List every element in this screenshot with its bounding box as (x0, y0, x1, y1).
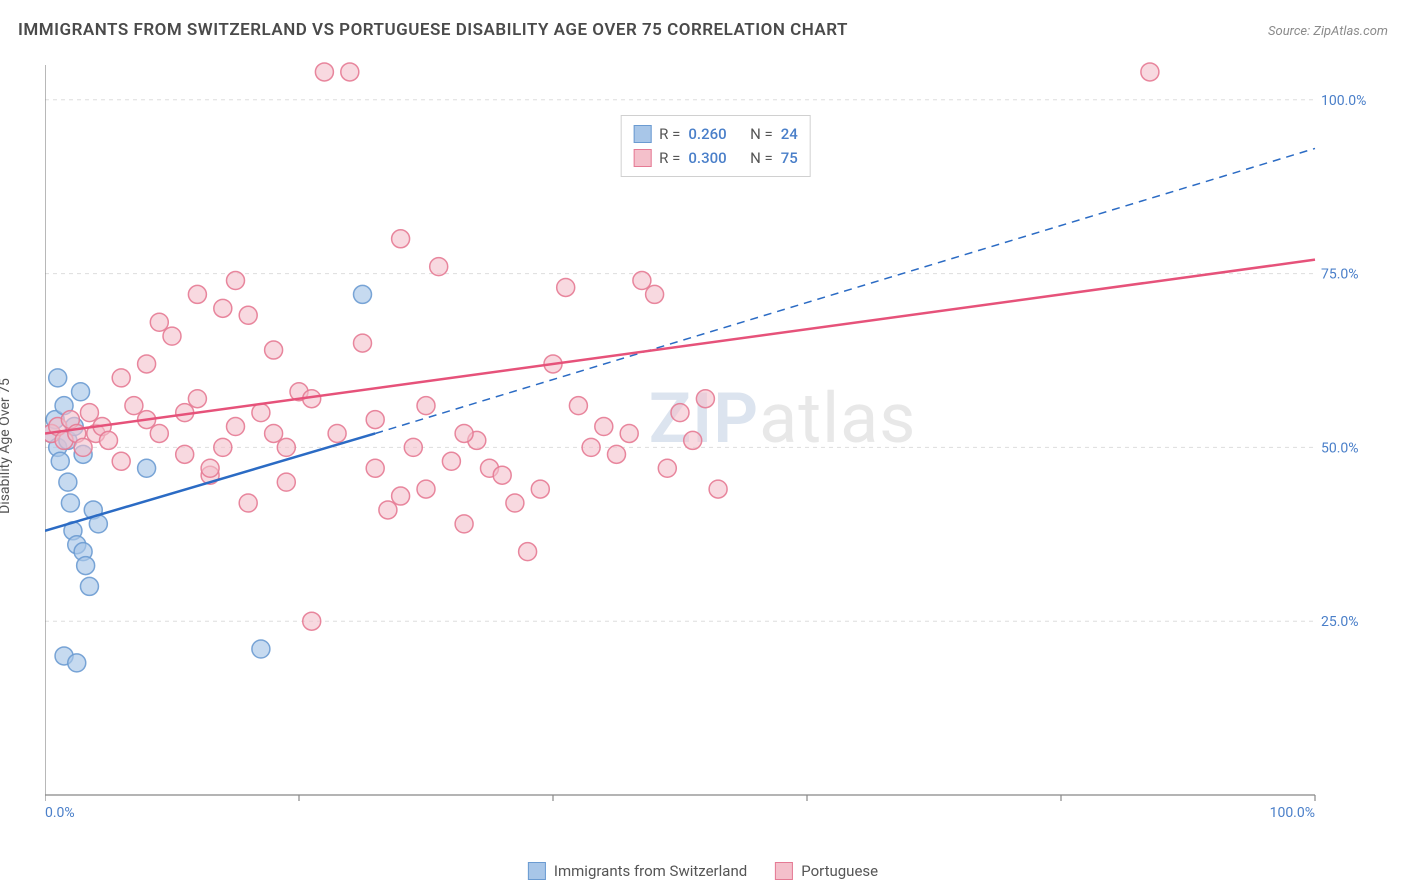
legend-swatch-portuguese-bottom (775, 862, 793, 880)
n-value-switzerland: 24 (781, 122, 798, 146)
r-label: R = (659, 122, 680, 146)
n-label: N = (750, 122, 773, 146)
chart-container: ZIPatlas 25.0%50.0%75.0%100.0%0.0%100.0%… (45, 55, 1386, 847)
legend-label-switzerland: Immigrants from Switzerland (554, 862, 747, 880)
legend-item-portuguese: Portuguese (775, 862, 878, 880)
r-value-portuguese: 0.300 (688, 146, 726, 170)
legend-swatch-portuguese (633, 149, 651, 167)
chart-source: Source: ZipAtlas.com (1268, 24, 1388, 39)
svg-text:25.0%: 25.0% (1321, 614, 1359, 630)
svg-text:100.0%: 100.0% (1270, 805, 1315, 821)
svg-text:0.0%: 0.0% (45, 805, 75, 821)
legend-row-switzerland: R = 0.260 N = 24 (633, 122, 798, 146)
svg-text:100.0%: 100.0% (1321, 93, 1366, 109)
svg-text:50.0%: 50.0% (1321, 440, 1359, 456)
legend-label-portuguese: Portuguese (801, 862, 878, 880)
y-axis-label: Disability Age Over 75 (0, 378, 13, 514)
legend-series: Immigrants from Switzerland Portuguese (528, 862, 878, 880)
legend-row-portuguese: R = 0.300 N = 75 (633, 146, 798, 170)
n-value-portuguese: 75 (781, 146, 798, 170)
n-label: N = (750, 146, 773, 170)
legend-correlation: R = 0.260 N = 24 R = 0.300 N = 75 (620, 115, 811, 177)
svg-text:75.0%: 75.0% (1321, 267, 1359, 283)
legend-swatch-switzerland (633, 125, 651, 143)
r-value-switzerland: 0.260 (688, 122, 726, 146)
r-label: R = (659, 146, 680, 170)
legend-swatch-switzerland-bottom (528, 862, 546, 880)
chart-title: IMMIGRANTS FROM SWITZERLAND VS PORTUGUES… (18, 20, 848, 40)
chart-header: IMMIGRANTS FROM SWITZERLAND VS PORTUGUES… (18, 20, 1388, 40)
legend-item-switzerland: Immigrants from Switzerland (528, 862, 747, 880)
